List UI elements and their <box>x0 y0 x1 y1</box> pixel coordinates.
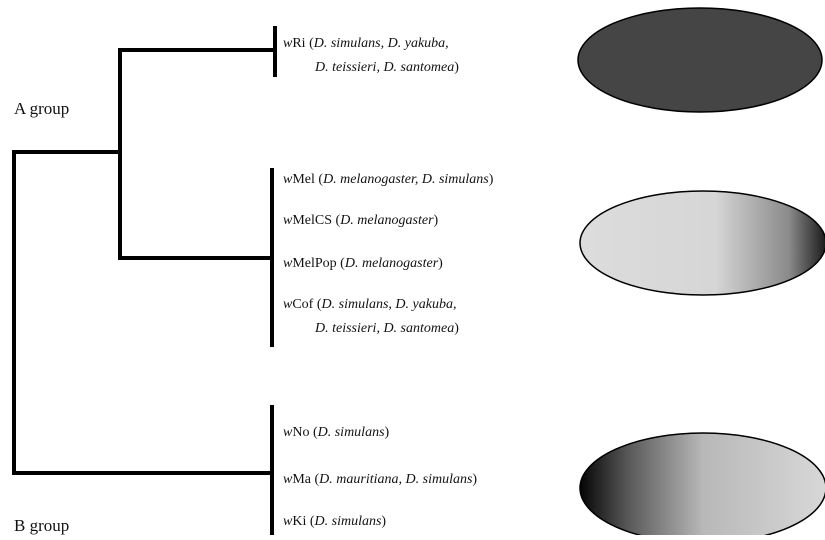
text-run: ) <box>489 172 494 187</box>
italic-run: D. melanogaster <box>344 256 439 271</box>
strain-label: wMelPop (D. melanogaster) <box>283 256 443 271</box>
group-label: B group <box>14 516 69 535</box>
page: {"groups": [{"label": "A group"}, {"labe… <box>0 0 825 535</box>
strain-label: D. teissieri, D. santomea) <box>314 60 459 75</box>
strain-label: wMa (D. mauritiana, D. simulans) <box>283 472 477 487</box>
diagram: A group B group wRi (D. simulans, D. yak… <box>0 0 825 535</box>
italic-run: D. simulans, D. yakuba, <box>313 36 449 51</box>
strain-label: wNo (D. simulans) <box>283 425 390 440</box>
strain-label: wMelCS (D. melanogaster) <box>283 213 439 228</box>
italic-run: D. simulans <box>317 425 385 440</box>
strain-label: wKi (D. simulans) <box>283 514 386 529</box>
italic-run: D. melanogaster <box>339 213 434 228</box>
text-run: MelCS ( <box>292 213 340 228</box>
text-run: No ( <box>292 425 318 440</box>
italic-run: D. melanogaster, D. simulans <box>322 172 489 187</box>
text-run: ) <box>438 256 443 271</box>
text-run: Mel ( <box>292 172 323 187</box>
italic-run: D. teissieri, D. santomea <box>314 60 454 75</box>
strain-label: wRi (D. simulans, D. yakuba, <box>283 36 449 51</box>
embryo-posterior <box>580 191 825 295</box>
embryo-anterior <box>580 433 825 535</box>
strain-label: wMel (D. melanogaster, D. simulans) <box>283 172 494 187</box>
text-run: Ma ( <box>292 472 319 487</box>
text-run: ) <box>434 213 439 228</box>
text-run: Ki ( <box>292 514 315 529</box>
italic-run: D. simulans, D. yakuba, <box>321 297 457 312</box>
text-run: ) <box>381 514 386 529</box>
text-run: ) <box>454 60 459 75</box>
text-run: MelPop ( <box>292 256 345 271</box>
text-run: ) <box>385 425 390 440</box>
text-run: ) <box>454 321 459 336</box>
embryo-dark <box>578 8 822 112</box>
text-run: ) <box>472 472 477 487</box>
italic-run: D. teissieri, D. santomea <box>314 321 454 336</box>
italic-run: D. mauritiana, D. simulans <box>318 472 473 487</box>
text-run: Cof ( <box>292 297 322 312</box>
group-label: A group <box>14 99 69 118</box>
text-run: Ri ( <box>292 36 314 51</box>
strain-label: wCof (D. simulans, D. yakuba, <box>283 297 456 312</box>
strain-label: D. teissieri, D. santomea) <box>314 321 459 336</box>
italic-run: D. simulans <box>314 514 382 529</box>
